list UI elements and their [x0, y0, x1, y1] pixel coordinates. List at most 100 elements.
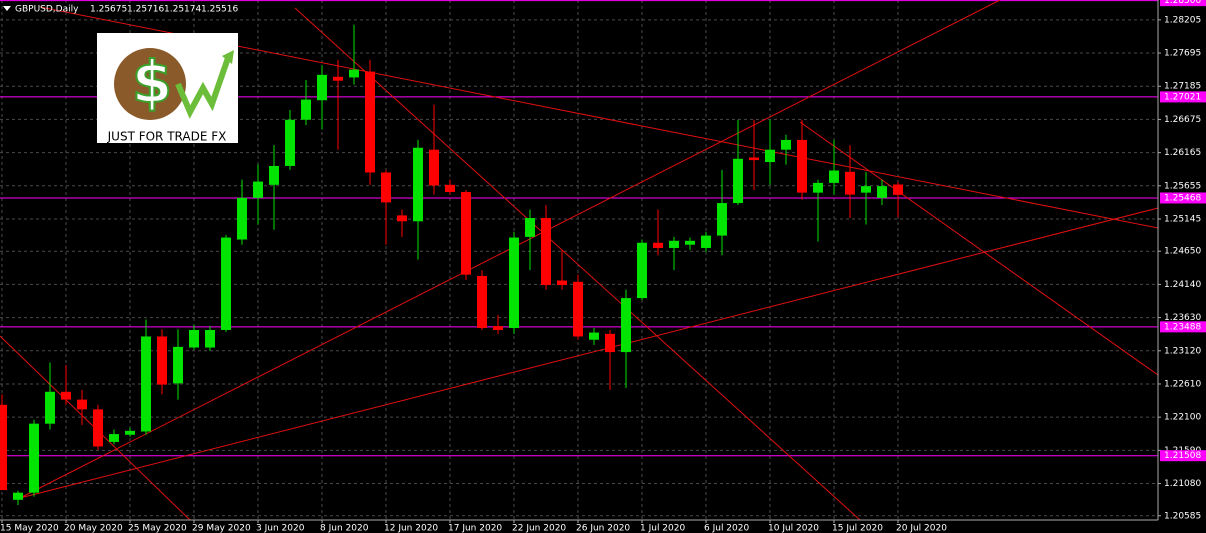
- x-tick-label: 20 Jul 2020: [896, 524, 947, 533]
- x-tick-label: 20 May 2020: [64, 524, 123, 533]
- candle-body: [845, 171, 855, 195]
- candle-body: [525, 218, 535, 237]
- y-tick-label: 1.28205: [1164, 15, 1201, 25]
- y-tick-label: 1.26165: [1164, 148, 1201, 158]
- candle-body: [669, 240, 679, 248]
- candle-body: [573, 281, 583, 337]
- x-tick-label: 15 May 2020: [0, 524, 59, 533]
- candle-body: [861, 186, 871, 193]
- candle-body: [13, 492, 23, 500]
- x-tick-label: 3 Jun 2020: [256, 524, 305, 533]
- trend-line: [19, 207, 1159, 499]
- candle-body: [29, 423, 39, 493]
- trend-line: [799, 121, 1159, 376]
- header: GBPUSD,Daily 1.25675 1.25716 1.25174 1.2…: [3, 5, 238, 15]
- x-tick-label: 29 May 2020: [192, 524, 251, 533]
- candle-body: [429, 149, 439, 186]
- level-tag: [1160, 0, 1206, 7]
- y-tick-label: 1.24140: [1164, 280, 1201, 290]
- candle-body: [413, 147, 423, 222]
- candle-body: [637, 242, 647, 299]
- candle-body: [397, 215, 407, 222]
- level-label: 1.23488: [1164, 322, 1201, 332]
- candle-body: [173, 346, 183, 384]
- x-tick-label: 15 Jul 2020: [832, 524, 883, 533]
- header-high: 1.25716: [127, 5, 164, 15]
- candle-body: [765, 149, 775, 163]
- y-tick-label: 1.20585: [1164, 511, 1201, 521]
- candle-body: [493, 326, 503, 330]
- header-triangle: [3, 6, 11, 11]
- candle-body: [621, 298, 631, 353]
- y-tick-label: 1.25145: [1164, 214, 1201, 224]
- y-tick-label: 1.23120: [1164, 346, 1201, 356]
- logo-circle: [114, 48, 186, 120]
- candle-body: [269, 165, 279, 185]
- candle-body: [797, 139, 807, 193]
- candle-body: [701, 235, 711, 248]
- y-tick-label: 1.22610: [1164, 379, 1201, 389]
- candle-body: [509, 237, 519, 329]
- candle-body: [301, 99, 311, 120]
- y-tick-label: 1.26675: [1164, 115, 1201, 125]
- candle-body: [285, 119, 295, 166]
- y-tick-label: 1.25655: [1164, 181, 1201, 191]
- candle-body: [685, 240, 695, 245]
- candle-body: [45, 391, 55, 424]
- candle-body: [157, 336, 167, 385]
- candle-body: [445, 184, 455, 192]
- candle-body: [125, 430, 135, 435]
- candle-body: [749, 157, 759, 161]
- candle-body: [93, 409, 103, 447]
- level-label: 1.25468: [1164, 193, 1201, 203]
- x-tick-label: 6 Jul 2020: [704, 524, 749, 533]
- y-tick-label: 1.21080: [1164, 479, 1201, 489]
- level-label: 1.28500: [1164, 0, 1201, 6]
- candle-body: [605, 333, 615, 353]
- header-close: 1.25516: [201, 5, 238, 15]
- candle-body: [589, 332, 599, 340]
- x-tick-label: 25 May 2020: [128, 524, 187, 533]
- level-label: 1.27021: [1164, 92, 1201, 102]
- candle-body: [141, 336, 151, 432]
- candle-body: [381, 172, 391, 203]
- x-tick-label: 8 Jun 2020: [320, 524, 369, 533]
- candle-body: [317, 74, 327, 101]
- header-symbol: GBPUSD,Daily: [15, 5, 79, 15]
- candle-body: [653, 242, 663, 248]
- candle-body: [109, 434, 119, 442]
- level-label: 1.21508: [1164, 451, 1201, 461]
- y-tick-label: 1.24650: [1164, 247, 1201, 257]
- candle-body: [205, 329, 215, 348]
- header-open: 1.25675: [90, 5, 127, 15]
- x-tick-label: 17 Jun 2020: [448, 524, 502, 533]
- candle-body: [253, 181, 263, 198]
- x-tick-label: 22 Jun 2020: [512, 524, 566, 533]
- candle-body: [717, 203, 727, 236]
- candle-body: [189, 329, 199, 348]
- x-tick-label: 12 Jun 2020: [384, 524, 438, 533]
- candle-body: [733, 158, 743, 204]
- x-tick-label: 1 Jul 2020: [640, 524, 685, 533]
- header-low: 1.25174: [164, 5, 201, 15]
- candle-body: [877, 186, 887, 198]
- y-tick-label: 1.22100: [1164, 413, 1201, 423]
- candle-body: [893, 184, 903, 195]
- candle-body: [477, 275, 487, 329]
- y-tick-label: 1.23630: [1164, 313, 1201, 323]
- logo: $ JUST FOR TRADE FX: [97, 33, 238, 144]
- logo-dollar: $: [132, 48, 172, 116]
- candle-body: [0, 404, 7, 491]
- candles: [0, 24, 903, 506]
- x-tick-label: 10 Jul 2020: [768, 524, 819, 533]
- y-tick-label: 1.27185: [1164, 82, 1201, 92]
- level-tag: [1160, 91, 1206, 103]
- candle-body: [557, 280, 567, 286]
- logo-arrow: [175, 57, 231, 119]
- y-tick-label: 1.27695: [1164, 49, 1201, 59]
- trend-line: [294, 7, 861, 521]
- x-tick-label: 26 Jun 2020: [576, 524, 630, 533]
